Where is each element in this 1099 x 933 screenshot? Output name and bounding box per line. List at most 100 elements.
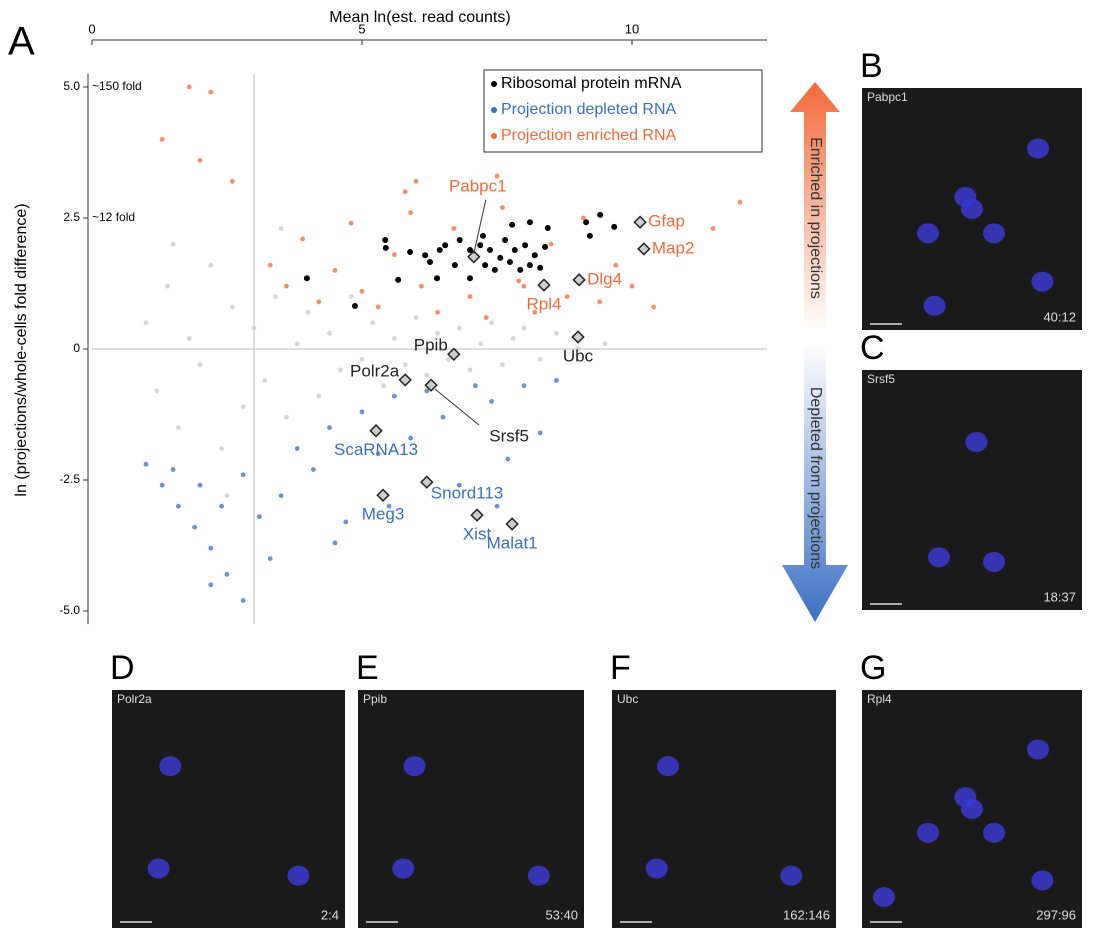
point <box>327 425 332 430</box>
point <box>483 315 489 320</box>
gene-name: Ubc <box>617 692 638 706</box>
leader-line <box>434 388 480 426</box>
legend-label: Projection enriched RNA <box>501 127 677 144</box>
point <box>408 435 413 441</box>
legend-label: Projection depleted RNA <box>501 101 677 118</box>
point <box>208 582 214 588</box>
depleted-arrow <box>782 345 848 622</box>
gene-label: Xist <box>463 525 492 544</box>
point <box>348 294 354 299</box>
point <box>284 283 289 289</box>
point <box>176 503 181 509</box>
point <box>273 294 278 299</box>
point <box>521 383 527 389</box>
point <box>316 393 322 399</box>
y-tick-label: -5.0 <box>59 603 80 617</box>
point <box>554 330 559 336</box>
nucleus <box>928 547 950 568</box>
gene-name: Pabpc1 <box>867 90 908 104</box>
gene-name: Rpl4 <box>867 692 892 706</box>
gene-name: Srsf5 <box>867 372 895 386</box>
point <box>392 393 397 399</box>
micrograph <box>358 690 584 928</box>
gene-label: Dlg4 <box>587 269 622 288</box>
x-tick-label: 10 <box>625 21 639 36</box>
point <box>611 223 618 230</box>
nucleus <box>392 858 415 879</box>
point <box>316 299 322 305</box>
point <box>257 514 262 520</box>
nucleus <box>159 756 182 777</box>
nucleus <box>983 223 1005 244</box>
point <box>586 232 593 239</box>
gene-marker <box>633 215 647 229</box>
gene-label: Rpl4 <box>526 295 561 314</box>
panel-letter: A <box>8 20 35 64</box>
arrow-label: Depleted from projections <box>807 387 824 569</box>
gene-marker <box>572 273 586 287</box>
point <box>262 378 268 383</box>
point <box>197 362 203 368</box>
point <box>395 276 402 283</box>
gene-marker <box>424 378 438 392</box>
nucleus <box>873 887 895 908</box>
point <box>486 246 493 253</box>
gene-label: Malat1 <box>487 534 538 553</box>
point <box>424 388 430 394</box>
point <box>208 262 214 268</box>
point <box>456 482 462 488</box>
point <box>500 362 505 368</box>
point <box>537 264 544 271</box>
gene-marker <box>398 373 412 387</box>
count-ratio: 53:40 <box>545 907 578 922</box>
point <box>348 220 354 226</box>
gene-label: Gfap <box>648 212 685 231</box>
point <box>526 262 533 269</box>
legend-swatch <box>491 133 497 139</box>
point <box>219 503 225 509</box>
arrow-label: Enriched in projections <box>807 137 824 299</box>
nucleus <box>983 822 1005 843</box>
point <box>392 336 397 341</box>
point <box>436 246 443 253</box>
point <box>482 262 489 269</box>
gene-marker <box>369 424 383 438</box>
point <box>240 472 246 478</box>
panel-letter: B <box>860 47 883 85</box>
point <box>381 383 386 389</box>
point <box>548 241 554 247</box>
nucleus <box>965 432 988 452</box>
y-tick-label: 0 <box>73 341 80 355</box>
gene-label: Map2 <box>652 238 695 257</box>
point <box>511 246 518 253</box>
point <box>359 409 365 415</box>
y-tick-label: -2.5 <box>59 472 80 486</box>
point <box>208 89 214 95</box>
gene-marker <box>571 330 585 344</box>
point <box>467 294 473 299</box>
micrograph <box>112 690 345 928</box>
point <box>370 320 376 326</box>
point <box>451 262 458 269</box>
point <box>500 205 505 210</box>
gene-label: ScaRNA13 <box>334 440 418 459</box>
y-tick-label: 5.0 <box>63 79 80 93</box>
point <box>143 320 149 326</box>
count-ratio: 297:96 <box>1036 907 1076 922</box>
count-ratio: 162:146 <box>783 907 830 922</box>
point <box>230 304 235 310</box>
point <box>407 249 414 256</box>
panel-letter: E <box>356 649 379 687</box>
point <box>442 242 449 249</box>
y-axis-title: ln (projections/whole-cells fold differe… <box>13 203 30 496</box>
point <box>531 252 538 259</box>
point <box>583 219 590 226</box>
point <box>230 178 235 184</box>
gene-label: Srsf5 <box>489 427 529 446</box>
nucleus <box>645 858 668 879</box>
point <box>506 259 513 266</box>
point <box>251 325 257 331</box>
gene-marker <box>637 242 651 256</box>
point <box>613 262 619 268</box>
